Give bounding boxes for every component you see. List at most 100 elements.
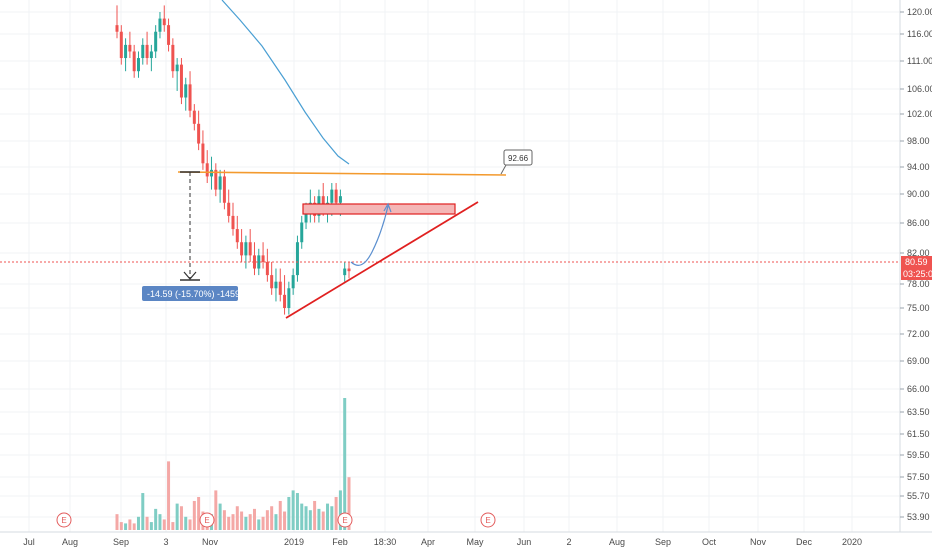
time-tick-label: Oct xyxy=(702,537,717,547)
candle-body xyxy=(321,196,325,210)
price-tick-label: 69.00 xyxy=(907,356,930,366)
volume-bar xyxy=(124,523,128,530)
volume-bar xyxy=(128,519,132,530)
earnings-marker[interactable] xyxy=(337,512,353,528)
time-tick-label: Feb xyxy=(332,537,348,547)
candle-body xyxy=(136,58,140,72)
moving-average-layer xyxy=(221,0,350,165)
volume-bar xyxy=(338,490,342,530)
volume-bar xyxy=(179,506,183,530)
time-tick-label: 2020 xyxy=(842,537,862,547)
time-tick-label: 3 xyxy=(163,537,168,547)
volume-bar xyxy=(227,516,231,530)
time-axis[interactable]: Jul Aug Sep 3 Nov 2019 Feb 18:30 Apr May Jun 2 Aug Se… xyxy=(0,531,932,547)
volume-bar xyxy=(304,506,308,530)
time-tick-label: Sep xyxy=(113,537,129,547)
candle-body xyxy=(265,261,269,276)
price-tick-label: 86.00 xyxy=(907,218,930,228)
countdown-label: 03:25:01 xyxy=(903,269,932,279)
time-tick-label: Apr xyxy=(421,537,435,547)
candle-body xyxy=(257,255,261,269)
candle-body xyxy=(132,51,136,72)
earnings-marker[interactable] xyxy=(199,512,215,528)
candle-body xyxy=(115,25,119,32)
earnings-marker[interactable] xyxy=(56,512,72,528)
volume-bar xyxy=(347,477,351,530)
candle-body xyxy=(334,189,338,203)
candle-body xyxy=(175,64,179,72)
volume-bar xyxy=(115,514,119,530)
volume-bar xyxy=(136,516,140,530)
time-tick-label: Aug xyxy=(62,537,78,547)
volume-bar xyxy=(265,510,269,530)
price-tick-label: 72.00 xyxy=(907,329,930,339)
candle-body xyxy=(231,215,235,230)
time-tick-label: 2 xyxy=(566,537,571,547)
price-axis[interactable]: 120.00 116.00 111.00 106.00 102.00 98.00 94.00… xyxy=(899,0,932,532)
price-tick-label: 120.00 xyxy=(907,7,932,17)
candle-body xyxy=(179,64,183,98)
candle-body xyxy=(235,229,239,243)
support-line[interactable] xyxy=(285,201,479,319)
candle-body xyxy=(300,222,304,243)
candle-body xyxy=(274,281,278,289)
target-zone[interactable] xyxy=(302,203,456,215)
candle-body xyxy=(244,242,248,256)
volume-bar xyxy=(326,503,330,530)
candle-body xyxy=(248,242,252,256)
price-tick-label: 57.50 xyxy=(907,472,930,482)
projection-arrow[interactable] xyxy=(350,205,389,266)
volume-bar xyxy=(197,497,201,530)
price-tick-label: 111.00 xyxy=(907,56,932,66)
time-tick-label: Nov xyxy=(750,537,767,547)
time-tick-label: Aug xyxy=(609,537,625,547)
volume-bar xyxy=(132,523,136,530)
time-tick-label: Dec xyxy=(796,537,813,547)
volume-bar xyxy=(270,506,274,530)
candle-body xyxy=(240,242,244,256)
volume-bar xyxy=(295,493,299,530)
candle-body xyxy=(261,255,265,262)
volume-bar xyxy=(149,522,153,530)
price-tick-label: 106.00 xyxy=(907,84,932,94)
candle-body xyxy=(278,281,282,295)
volume-bar xyxy=(343,398,347,530)
candle-body xyxy=(167,25,171,45)
candle-body xyxy=(171,44,175,72)
volume-bar xyxy=(317,508,321,530)
volume-bar xyxy=(278,500,282,530)
volume-bar xyxy=(257,519,261,530)
candle-body xyxy=(119,31,123,59)
resistance-line[interactable] xyxy=(177,171,507,176)
volume-bar xyxy=(283,511,287,530)
candle-body xyxy=(214,169,218,190)
time-tick-label: Sep xyxy=(655,537,671,547)
candle-body xyxy=(184,84,188,98)
volume-bar xyxy=(261,516,265,530)
time-tick-label: Nov xyxy=(202,537,219,547)
last-price-label: 80.59 xyxy=(905,257,928,267)
price-tick-label: 66.00 xyxy=(907,384,930,394)
projection-arrowhead xyxy=(383,202,392,213)
volume-bar xyxy=(240,511,244,530)
candle-body xyxy=(188,84,192,111)
callout-label: 92.66 xyxy=(508,154,529,163)
price-tick-label: 90.00 xyxy=(907,189,930,199)
callout-box[interactable] xyxy=(503,149,533,166)
candle-body xyxy=(227,202,231,216)
candle-body xyxy=(141,44,145,59)
drawing-layer: -14.59 (-15.70%) -1459 92.66 xyxy=(0,149,900,319)
candle-body xyxy=(149,51,153,59)
candle-body xyxy=(124,44,128,59)
volume-bar xyxy=(167,461,171,530)
earnings-marker-label: E xyxy=(342,516,347,525)
volume-bar xyxy=(214,490,218,530)
candle-body xyxy=(291,275,295,289)
last-price-badge xyxy=(901,256,932,268)
plot-background xyxy=(0,0,900,532)
price-tick-label: 59.50 xyxy=(907,450,930,460)
volume-bar xyxy=(308,510,312,530)
earnings-marker[interactable] xyxy=(480,512,496,528)
